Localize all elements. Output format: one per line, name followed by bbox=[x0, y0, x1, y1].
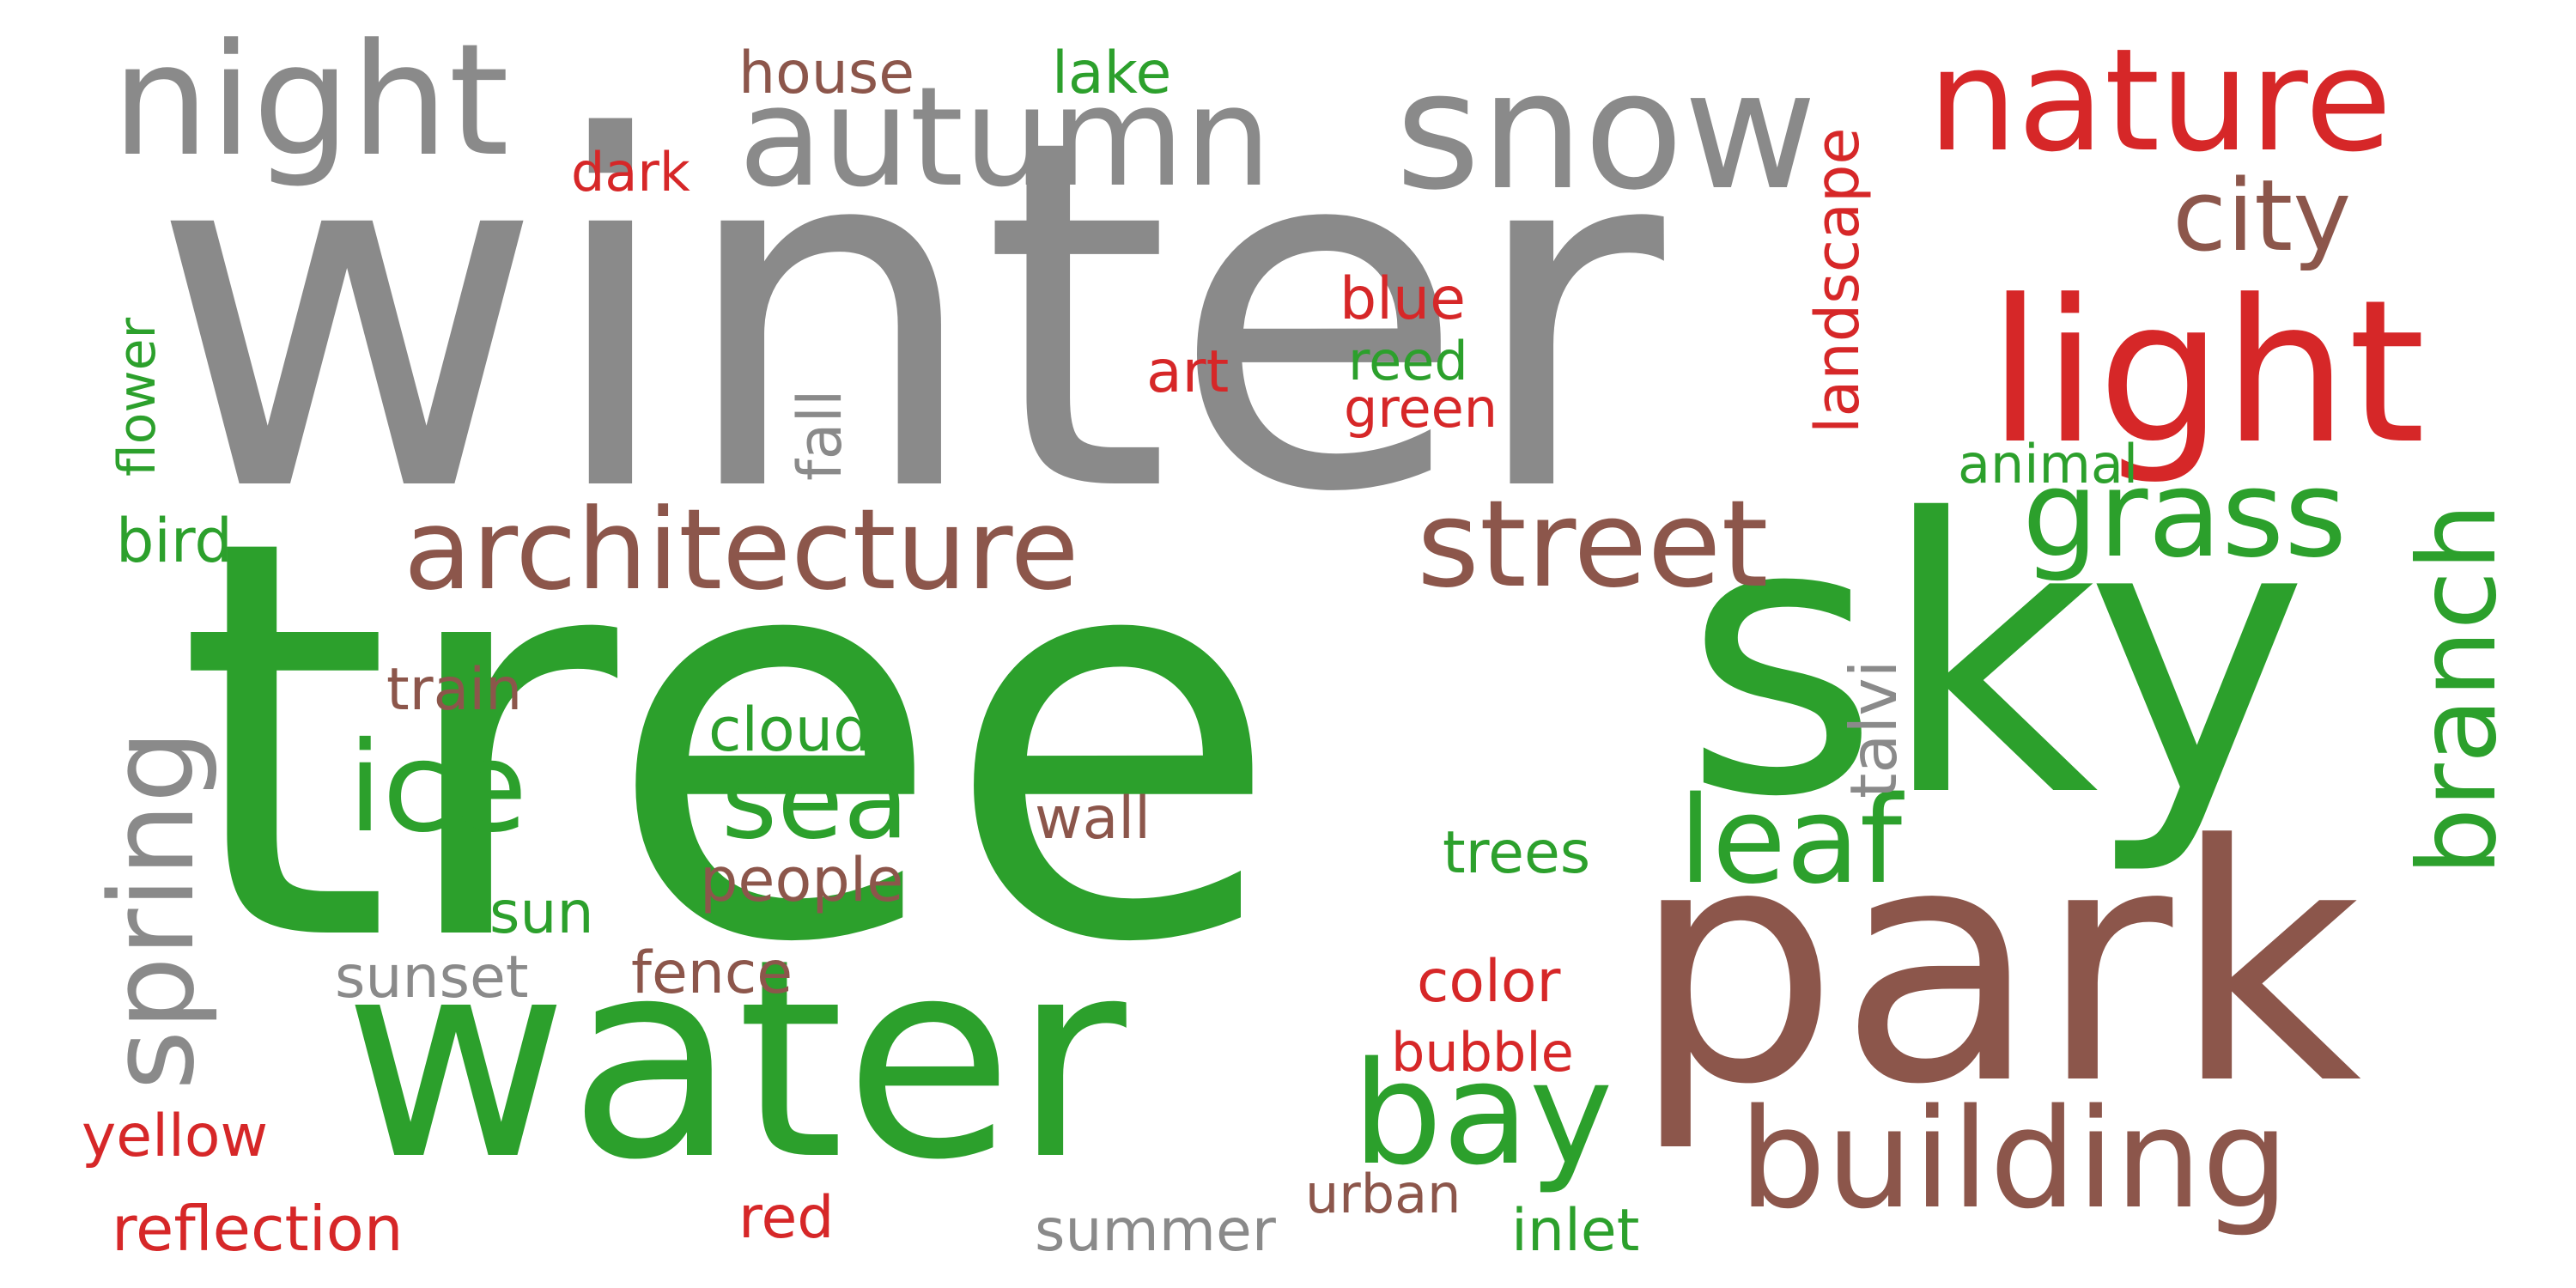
word-animal: animal bbox=[1958, 433, 2139, 495]
word-people: people bbox=[700, 845, 904, 915]
word-wall: wall bbox=[1035, 785, 1151, 853]
word-sun: sun bbox=[489, 879, 594, 947]
word-sunset: sunset bbox=[335, 944, 529, 1012]
word-park: park bbox=[1631, 775, 2362, 1156]
word-green: green bbox=[1344, 377, 1498, 440]
word-blue: blue bbox=[1340, 265, 1466, 333]
word-summer: summer bbox=[1035, 1197, 1276, 1265]
word-dark: dark bbox=[571, 141, 690, 204]
word-lake: lake bbox=[1052, 39, 1172, 107]
word-night: night bbox=[112, 11, 510, 191]
word-leaf: leaf bbox=[1679, 771, 1903, 911]
word-trees: trees bbox=[1443, 819, 1591, 887]
word-winter: winter bbox=[150, 38, 1664, 598]
word-art: art bbox=[1146, 338, 1230, 406]
word-grass: grass bbox=[2022, 445, 2348, 585]
word-spring: spring bbox=[85, 729, 220, 1091]
word-talvi: talvi bbox=[1836, 659, 1911, 799]
word-tree: tree bbox=[176, 422, 1282, 1062]
word-ice: ice bbox=[348, 715, 528, 860]
word-reflection: reflection bbox=[112, 1193, 404, 1265]
word-building: building bbox=[1739, 1078, 2289, 1239]
word-light: light bbox=[1988, 258, 2426, 488]
word-cloud: cloud bbox=[708, 695, 872, 765]
word-red: red bbox=[738, 1184, 835, 1252]
word-color: color bbox=[1417, 948, 1561, 1016]
word-sea: sea bbox=[721, 738, 909, 863]
word-bay: bay bbox=[1352, 1031, 1613, 1196]
word-snow: snow bbox=[1395, 36, 1818, 226]
word-flower: flower bbox=[107, 317, 167, 477]
word-house: house bbox=[738, 39, 915, 107]
word-street: street bbox=[1417, 475, 1769, 615]
word-fence: fence bbox=[631, 939, 793, 1007]
word-reed: reed bbox=[1348, 330, 1468, 392]
word-water: water bbox=[343, 901, 1127, 1220]
word-architecture: architecture bbox=[404, 484, 1079, 615]
word-landscape: landscape bbox=[1802, 127, 1873, 434]
word-sky: sky bbox=[1683, 440, 2309, 879]
word-autumn: autumn bbox=[738, 57, 1272, 217]
word-inlet: inlet bbox=[1511, 1197, 1640, 1265]
word-nature: nature bbox=[1928, 18, 2392, 183]
word-city: city bbox=[2172, 159, 2352, 274]
word-branch: branch bbox=[2396, 502, 2520, 876]
word-fall: fall bbox=[785, 389, 855, 481]
word-urban: urban bbox=[1305, 1163, 1461, 1225]
word-yellow: yellow bbox=[82, 1103, 269, 1170]
word-bubble: bubble bbox=[1391, 1021, 1574, 1084]
word-bird: bird bbox=[116, 506, 233, 576]
word-train: train bbox=[386, 656, 523, 724]
